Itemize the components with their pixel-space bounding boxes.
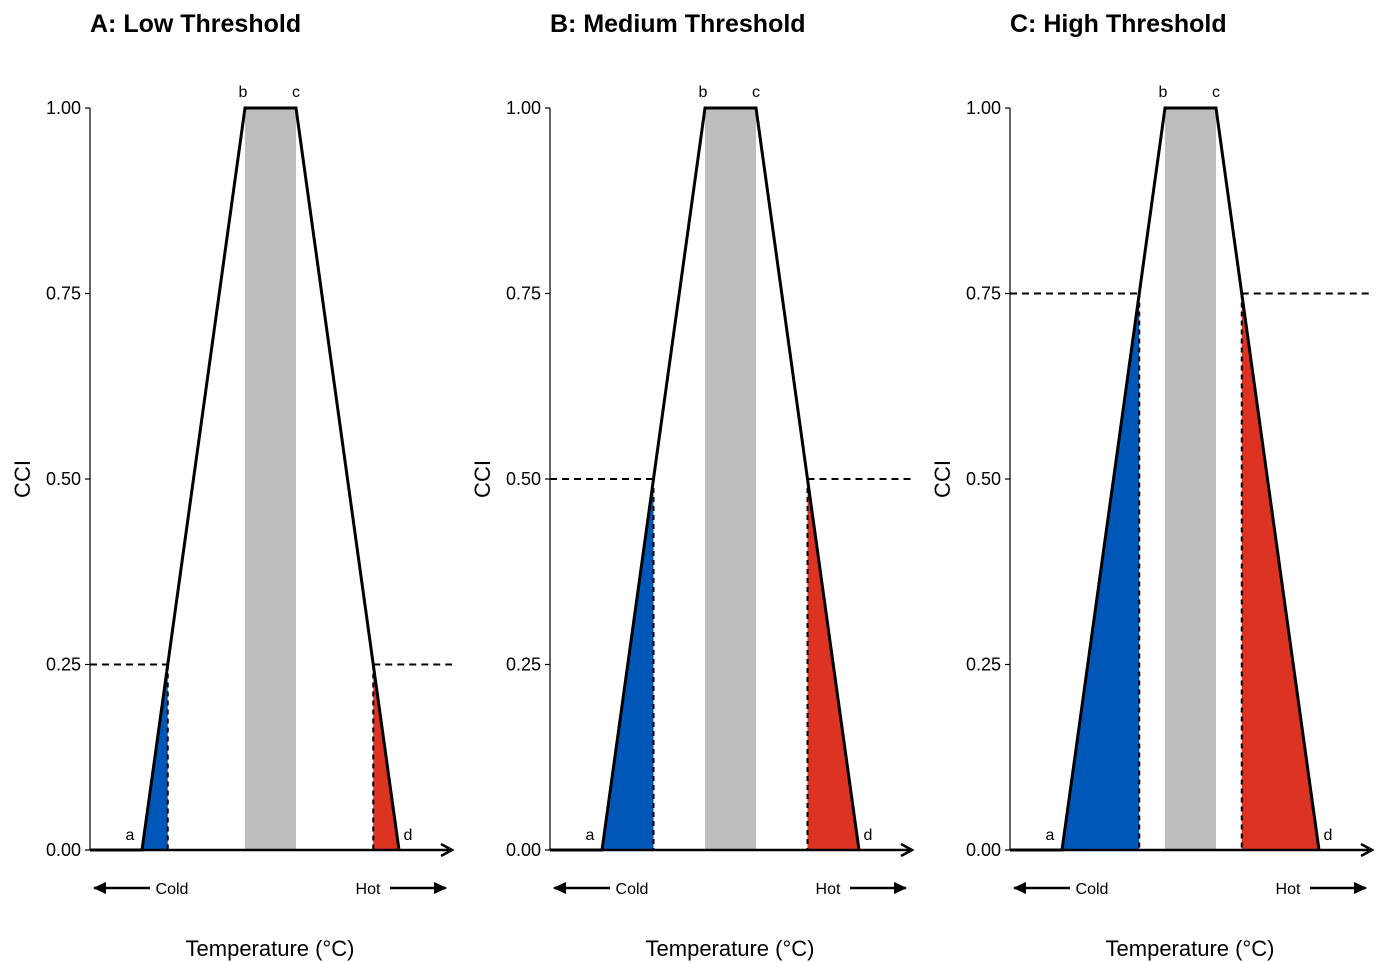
x-axis-title: Temperature (°C) [186,936,355,961]
cold-direction-label: Cold [1076,881,1109,898]
y-tick-label: 0.00 [46,840,81,860]
y-tick-label: 0.75 [506,284,541,304]
y-tick-label: 0.50 [966,469,1001,489]
y-tick-label: 0.75 [46,284,81,304]
point-label-b: b [699,84,708,101]
point-label-d: d [404,827,413,844]
point-label-d: d [864,827,873,844]
cci-curve [1010,106,1321,852]
hot-direction-label: Hot [1276,881,1301,898]
y-tick-label: 0.00 [966,840,1001,860]
chart-title: B: Medium Threshold [550,10,806,38]
y-tick-label: 0.75 [966,284,1001,304]
y-axis-title: CCI [10,460,35,498]
x-axis-title: Temperature (°C) [1106,936,1275,961]
y-tick-label: 0.50 [506,469,541,489]
point-label-d: d [1324,827,1333,844]
cci-curve [550,106,861,852]
x-axis-title: Temperature (°C) [646,936,815,961]
optimal-band [1165,108,1216,850]
y-tick-label: 1.00 [966,98,1001,118]
chart-title: C: High Threshold [1010,10,1227,38]
y-tick-label: 0.00 [506,840,541,860]
y-tick-label: 1.00 [506,98,541,118]
optimal-band [705,108,756,850]
y-tick-label: 0.25 [506,655,541,675]
y-tick-label: 0.50 [46,469,81,489]
y-tick-label: 1.00 [46,98,81,118]
cold-direction-label: Cold [616,881,649,898]
point-label-c: c [1212,84,1220,101]
chart-panel-0: A: Low Threshold 0.00 0.25 0.50 0.75 1.00 CCI a… [10,10,452,961]
hot-direction-label: Hot [816,881,841,898]
y-tick-label: 0.25 [966,655,1001,675]
point-label-a: a [586,827,595,844]
y-tick-label: 0.25 [46,655,81,675]
point-label-b: b [1159,84,1168,101]
chart-title: A: Low Threshold [90,10,301,38]
optimal-band [245,108,296,850]
point-label-c: c [752,84,760,101]
y-axis-title: CCI [930,460,955,498]
point-label-c: c [292,84,300,101]
hot-direction-label: Hot [356,881,381,898]
point-label-a: a [126,827,135,844]
chart-panel-1: B: Medium Threshold 0.00 0.25 0.50 0.75 1.00 C… [470,10,912,961]
cci-curve [90,106,401,852]
chart-panel-2: C: High Threshold 0.00 0.25 0.50 0.75 1.00 CCI… [930,10,1372,961]
point-label-b: b [239,84,248,101]
y-axis-title: CCI [470,460,495,498]
point-label-a: a [1046,827,1055,844]
cold-direction-label: Cold [156,881,189,898]
